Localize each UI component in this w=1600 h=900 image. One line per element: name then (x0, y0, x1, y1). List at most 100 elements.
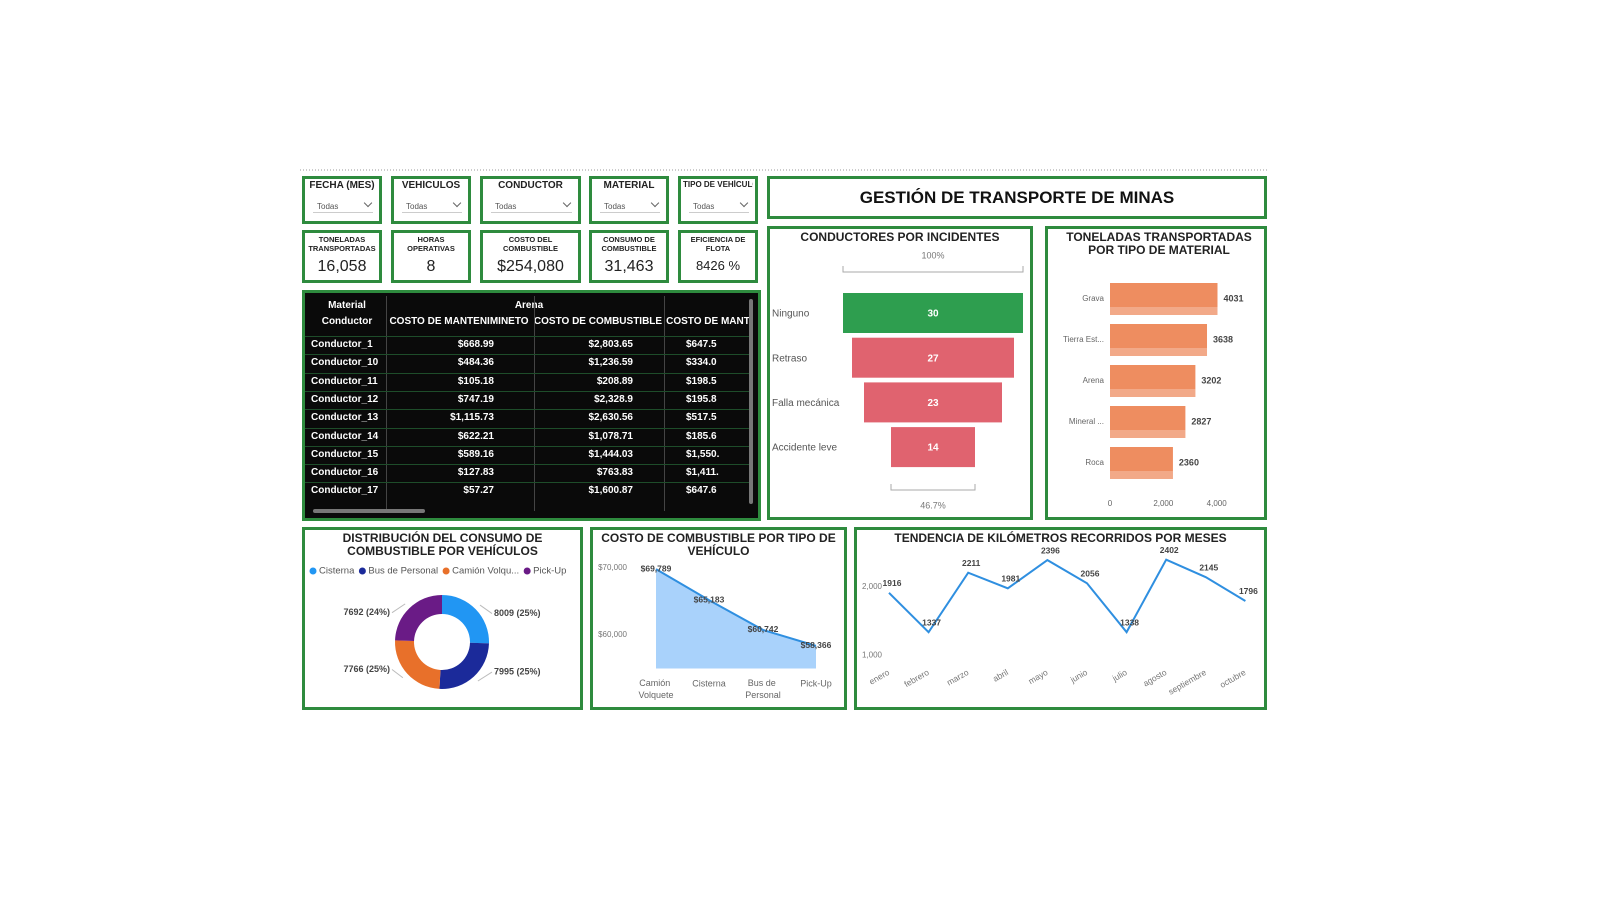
slicer[interactable]: TIPO DE VEHÍCULO Todas (678, 176, 758, 224)
table-cell: Conductor_1 (311, 339, 373, 350)
table-cell: Conductor_15 (311, 448, 379, 460)
dropdown-icon (562, 198, 572, 208)
table-cell: $127.83 (457, 467, 494, 479)
table-cell: $57.27 (463, 485, 494, 497)
chart-title: COSTO DE COMBUSTIBLE POR TIPO DE VEHÍCUL… (601, 531, 836, 558)
matrix-table: Material Arena Conductor COSTO DE MANTENIMI… (302, 290, 761, 521)
row-divider (305, 427, 752, 429)
table-cell: $589.16 (457, 448, 494, 460)
row-divider (305, 336, 752, 337)
dropdown-icon (739, 198, 749, 208)
table-cell: $195.8 (686, 393, 717, 405)
row-divider (305, 464, 752, 466)
column-divider (664, 296, 665, 511)
chart-title: DISTRIBUCIÓN DEL CONSUMO DE COMBUSTIBLE … (342, 531, 543, 558)
slicer[interactable]: FECHA (MES) Todas (302, 176, 382, 224)
column-divider (386, 296, 387, 511)
table-cell: Conductor_14 (311, 430, 379, 442)
chart-panel: TENDENCIA DE KILÓMETROS RECORRIDOS POR M… (854, 527, 1267, 710)
table-cell: $208.89 (596, 375, 633, 387)
table-cell: $622.21 (457, 430, 494, 442)
dashboard-title: GESTIÓN DE TRANSPORTE DE MINAS (859, 188, 1175, 207)
table-body: Material Arena Conductor COSTO DE MANTENIMI… (305, 293, 752, 517)
table-cell: $517.5 (686, 412, 717, 424)
dropdown-icon (363, 198, 373, 208)
dropdown-underline (689, 212, 749, 213)
slicer[interactable]: VEHÍCULOS Todas (391, 176, 471, 224)
row-divider (305, 354, 752, 356)
table-cell: $185.6 (686, 430, 717, 442)
kpi-value: 8426 % (695, 258, 741, 273)
kpi-card: COSTO DEL COMBUSTIBLE $254,080 (480, 230, 581, 283)
table-cell: $1,411. (686, 467, 719, 479)
kpi-value: 16,058 (317, 258, 367, 275)
table-cell: $2,803.65 (588, 339, 634, 350)
column-header: COSTO DE COMBUSTIBLE (533, 316, 663, 327)
table-cell: $334.0 (686, 357, 717, 369)
slicer-label: FECHA (MES) (309, 180, 375, 191)
table-cell: $647.6 (686, 485, 717, 497)
group-header: Arena (514, 300, 544, 311)
column-header: Conductor (321, 316, 373, 327)
kpi-card: TONELADAS TRANSPORTADAS 16,058 (302, 230, 382, 283)
kpi-card: HORAS OPERATIVAS 8 (391, 230, 471, 283)
chart-title: TONELADAS TRANSPORTADAS POR TIPO DE MATE… (1066, 230, 1252, 257)
table-cell: $2,328.9 (594, 393, 633, 405)
scrollbar (313, 509, 425, 513)
table-cell: $198.5 (686, 375, 717, 387)
row-divider (305, 372, 752, 374)
dropdown-underline (402, 212, 462, 213)
slicer-label: MATERIAL (603, 180, 655, 191)
kpi-label: HORAS OPERATIVAS (407, 235, 455, 253)
table-cell: $484.36 (457, 357, 494, 369)
slicer-value: Todas (406, 202, 428, 211)
column-divider (534, 296, 535, 511)
table-cell: $1,236.59 (588, 357, 634, 369)
kpi-label: TONELADAS TRANSPORTADAS (308, 235, 376, 253)
scrollbar (749, 299, 753, 504)
table-cell: Conductor_17 (311, 485, 379, 497)
chart-panel: DISTRIBUCIÓN DEL CONSUMO DE COMBUSTIBLE … (302, 527, 583, 710)
slicer[interactable]: MATERIAL Todas (589, 176, 669, 224)
column-header: COSTO DE MANT (666, 316, 750, 327)
table-cell: $2,630.56 (588, 412, 634, 424)
slicer-label: CONDUCTOR (498, 180, 563, 191)
kpi-value: 31,463 (604, 258, 654, 275)
table-cell: Conductor_16 (311, 467, 379, 479)
slicer-value: Todas (317, 202, 339, 211)
column-header: COSTO DE MANTENIMINETO (389, 316, 529, 327)
kpi-label: COSTO DEL COMBUSTIBLE (503, 235, 558, 253)
table-cell: $1,444.03 (588, 448, 634, 460)
kpi-value: 8 (426, 258, 436, 275)
chart-panel: TONELADAS TRANSPORTADAS POR TIPO DE MATE… (1045, 226, 1267, 520)
chart-panel: COSTO DE COMBUSTIBLE POR TIPO DE VEHÍCUL… (590, 527, 847, 710)
table-cell: $1,600.87 (588, 485, 634, 497)
table-cell: $668.99 (457, 339, 494, 350)
kpi-value: $254,080 (497, 258, 564, 275)
table-cell: Conductor_11 (311, 375, 378, 387)
slicer-value: Todas (495, 202, 517, 211)
dropdown-icon (452, 198, 462, 208)
slicer-value: Todas (693, 202, 715, 211)
group-header: Material (328, 300, 366, 311)
row-divider (305, 482, 752, 484)
row-divider (305, 445, 752, 447)
slicer-value: Todas (604, 202, 626, 211)
table-cell: $105.18 (457, 375, 494, 387)
table-cell: $1,550. (686, 448, 720, 460)
slicer[interactable]: CONDUCTOR Todas (480, 176, 581, 224)
slicer-label: TIPO DE VEHÍCULO (683, 180, 753, 189)
table-cell: Conductor_12 (311, 393, 379, 405)
kpi-card: CONSUMO DE COMBUSTIBLE 31,463 (589, 230, 669, 283)
slicer-label: VEHÍCULOS (401, 180, 461, 191)
dropdown-underline (600, 212, 660, 213)
table-cell: $647.5 (686, 339, 717, 350)
row-divider (305, 409, 752, 411)
kpi-label: CONSUMO DE COMBUSTIBLE (601, 235, 657, 253)
table-cell: $1,115.73 (450, 412, 494, 424)
kpi-label: EFICIENCIA DE FLOTA (690, 235, 746, 253)
title-panel: GESTIÓN DE TRANSPORTE DE MINAS (767, 176, 1267, 219)
chart-panel: CONDUCTORES POR INCIDENTES (767, 226, 1033, 520)
dropdown-icon (650, 198, 660, 208)
